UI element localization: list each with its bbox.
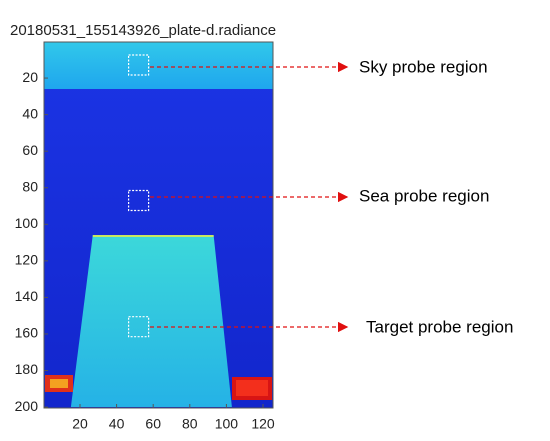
y-tick-label: 180	[15, 361, 39, 377]
y-tick-label: 40	[22, 105, 38, 121]
image-title: 20180531_155143926_plate-d.radiance	[10, 22, 276, 39]
y-tick-label: 60	[22, 142, 38, 158]
annotation-label: Sky probe region	[359, 57, 488, 76]
annotation-label: Sea probe region	[359, 186, 489, 205]
y-tick-label: 120	[15, 252, 39, 268]
x-tick-label: 120	[251, 416, 275, 432]
y-tick-label: 200	[15, 398, 39, 414]
x-tick-label: 80	[182, 416, 198, 432]
annotation-arrows	[150, 61, 349, 333]
y-tick-label: 100	[15, 215, 39, 231]
x-tick-label: 100	[215, 416, 239, 432]
x-tick-label: 40	[109, 416, 125, 432]
axes-frame	[43, 41, 274, 409]
x-tick-label: 20	[72, 416, 88, 432]
y-tick-label: 160	[15, 325, 39, 341]
thermal-image	[44, 42, 273, 408]
y-tick-label: 140	[15, 288, 39, 304]
y-tick-label: 20	[22, 69, 38, 85]
annotation-label: Target probe region	[366, 317, 513, 336]
x-tick-label: 60	[145, 416, 161, 432]
y-tick-label: 80	[22, 178, 38, 194]
